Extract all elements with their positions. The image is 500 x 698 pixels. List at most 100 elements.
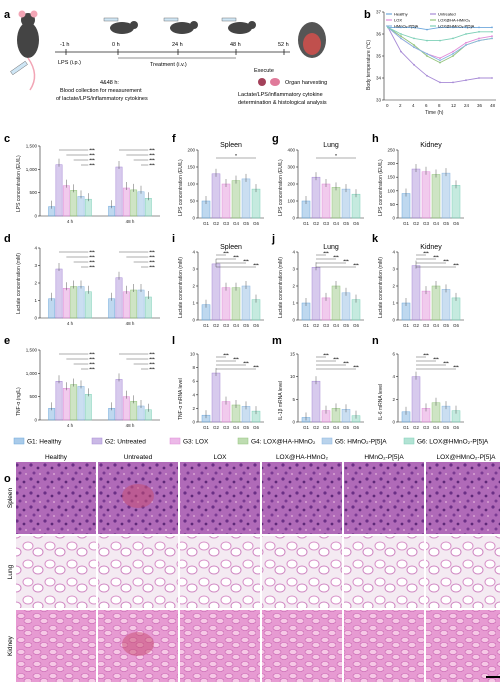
significance-mark: ***	[423, 251, 429, 256]
bar-G2	[115, 166, 123, 217]
series-point	[439, 59, 441, 62]
significance-mark: ***	[149, 265, 155, 270]
series-point	[478, 39, 480, 42]
significance-mark: ***	[453, 365, 459, 370]
legend-swatch-G2	[91, 437, 103, 445]
series-point	[413, 44, 415, 46]
bar-G5	[137, 289, 145, 319]
bar-G2	[311, 380, 321, 423]
x-tick-label: G5	[443, 323, 450, 328]
mouse-head	[248, 21, 256, 29]
x-tick-label: G2	[313, 323, 320, 328]
histology-image-lung	[16, 536, 96, 608]
bar-G2	[311, 176, 321, 219]
x-tick-label: G3	[223, 425, 230, 430]
y-axis-label: Lactate concentration (mM)	[178, 257, 184, 318]
x-tick-label: 4 h	[67, 423, 74, 428]
x-tick-label: G6	[453, 323, 460, 328]
x-tick-label: 12	[451, 103, 457, 108]
y-tick-label: 4	[34, 246, 37, 251]
series-point	[400, 26, 402, 29]
y-axis-label: IL-1β mRNA level	[278, 381, 284, 420]
syringe-icon	[163, 17, 179, 22]
y-tick-label: 0	[192, 318, 195, 323]
y-tick-label: 37	[376, 10, 382, 15]
series-point	[413, 46, 415, 49]
significance-mark: ***	[149, 250, 155, 255]
timeline-label: 48 h	[230, 42, 241, 48]
bar-G4	[231, 180, 241, 219]
chart-title: Kidney	[420, 142, 442, 149]
bar-G4	[431, 285, 441, 321]
panel-m-bar-chart: 0 5 10 15 IL-1β mRNA level G1 G2 G3 G4 G5 G6 *** ***…	[278, 352, 364, 430]
histology-row-label: Spleen	[7, 488, 14, 509]
series-point	[452, 26, 454, 29]
y-axis-label: TNF-α (ng/L)	[16, 387, 22, 416]
blood-label-1: 4&48 h:	[100, 80, 119, 86]
y-tick-label: 50	[190, 199, 196, 204]
legend-label: HMnO₂-P[5]A	[394, 24, 419, 29]
y-tick-label: 6	[392, 352, 395, 357]
x-tick-label: 48 h	[126, 423, 135, 428]
significance-mark: ***	[443, 361, 449, 366]
y-tick-label: 0	[34, 316, 37, 321]
bar-G2	[411, 265, 421, 321]
organ-icon-lung	[270, 78, 280, 86]
x-tick-label: G6	[353, 221, 360, 226]
bar-G3	[122, 291, 130, 319]
bar-G5	[137, 191, 145, 217]
mouse-body	[170, 22, 194, 34]
x-tick-label: G5	[243, 425, 250, 430]
bar-G2	[211, 173, 221, 219]
histology-column-label: Untreated	[124, 454, 153, 461]
x-tick-label: G2	[213, 221, 220, 226]
y-axis-label: Lactate concentration (mM)	[378, 257, 384, 318]
legend-label: Untreated	[438, 12, 456, 17]
y-tick-label: 0	[34, 214, 37, 219]
bar-G1	[48, 298, 56, 319]
significance-mark: ***	[89, 163, 95, 168]
y-tick-label: 0	[292, 420, 295, 425]
series-point	[413, 26, 415, 29]
significance-mark: ***	[89, 362, 95, 367]
series-point	[452, 50, 454, 53]
significance-mark: ***	[323, 353, 329, 358]
x-tick-label: G5	[343, 323, 350, 328]
significance-mark: ***	[223, 353, 229, 358]
series-point	[426, 55, 428, 57]
x-tick-label: G2	[313, 425, 320, 430]
y-tick-label: 4	[292, 250, 295, 255]
lesion-area	[122, 484, 154, 508]
x-tick-label: 8	[438, 103, 441, 108]
series-point	[465, 33, 467, 35]
panel-o-histology: Healthy Untreated LOX LOX@HA-HMnO₂ HMnO₂-P[5…	[7, 454, 500, 682]
x-tick-label: G5	[243, 323, 250, 328]
y-axis-label: LPS concentration (EU/L)	[278, 159, 284, 216]
bar-G3	[321, 183, 331, 219]
bar-G3	[221, 287, 231, 321]
significance-mark: ***	[89, 352, 95, 357]
bar-G4	[331, 187, 341, 219]
bar-G4	[70, 190, 78, 217]
y-tick-label: 3	[292, 267, 295, 272]
timeline-label: -1 h	[60, 42, 69, 48]
series-point	[400, 33, 402, 35]
x-tick-label: G1	[203, 425, 210, 430]
series-point	[478, 37, 480, 40]
panel-c-bar-chart: 0 500 1,000 1,500 LPS concentration (EU/L) 4 …	[16, 144, 160, 224]
histology-row-label: Lung	[7, 564, 14, 579]
bar-G6	[144, 296, 152, 319]
y-tick-label: 500	[29, 190, 37, 195]
y-tick-label: 0	[392, 420, 395, 425]
significance-mark: ***	[443, 259, 449, 264]
histology-column-label: HMnO₂-P[5]A	[364, 454, 404, 461]
y-tick-label: 15	[290, 352, 296, 357]
x-tick-label: G4	[433, 221, 440, 226]
mouse-tail	[27, 57, 36, 91]
bar-G5	[341, 292, 351, 321]
significance-mark: ***	[149, 158, 155, 163]
y-tick-label: 8	[192, 365, 195, 370]
